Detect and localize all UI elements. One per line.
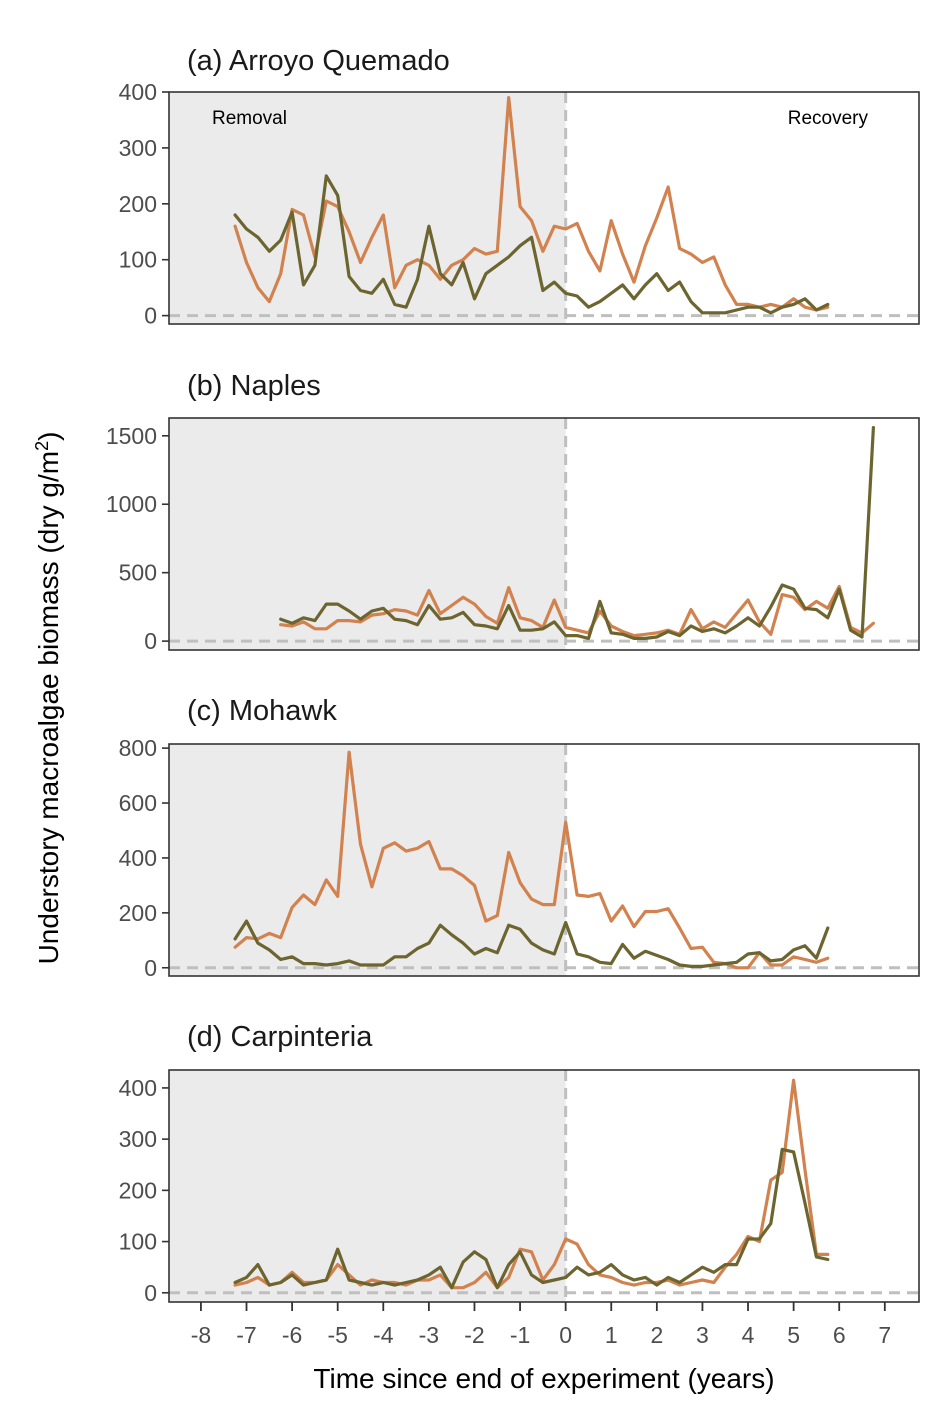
y-tick-label: 1000 [106, 491, 157, 517]
y-tick-label: 0 [144, 303, 157, 329]
x-tick-label: -6 [282, 1322, 302, 1348]
y-axis-title-text: Understory macroalgae biomass (dry g/m [33, 451, 64, 965]
y-tick-label: 100 [119, 247, 157, 273]
y-tick-label: 0 [144, 628, 157, 654]
y-tick-label: 100 [119, 1229, 157, 1255]
x-ticks: -8 -7 -6 -5 -4 -3 -2 -1 0 1 2 3 4 5 6 7 [191, 1302, 891, 1348]
x-tick-label: -5 [327, 1322, 347, 1348]
panel-border [168, 743, 920, 977]
x-tick-label: 2 [650, 1322, 663, 1348]
panel-title: (b) Naples [187, 370, 321, 402]
removal-shading [169, 1070, 566, 1302]
panel-title: (a) Arroyo Quemado [187, 45, 450, 77]
x-tick-label: -2 [464, 1322, 484, 1348]
y-tick-label: 300 [119, 135, 157, 161]
panel-b: (b) Naples 0 500 1000 1500 [106, 370, 920, 654]
x-axis: -8 -7 -6 -5 -4 -3 -2 -1 0 1 2 3 4 5 6 7 Time since end … [191, 1302, 891, 1394]
series-line-orange [233, 750, 830, 970]
panel-border [168, 1069, 920, 1303]
series-line-olive [233, 1147, 830, 1290]
x-tick-label: 6 [833, 1322, 846, 1348]
y-tick-label: 300 [119, 1126, 157, 1152]
recovery-label: Recovery [788, 108, 869, 129]
x-tick-label: 0 [559, 1322, 572, 1348]
panel-border [168, 91, 920, 325]
x-tick-label: -7 [236, 1322, 256, 1348]
panel-d: (d) Carpinteria 0 100 200 300 400 [119, 1021, 920, 1306]
series-line-olive [233, 919, 830, 969]
series-line-orange [233, 95, 830, 312]
y-tick-label: 600 [119, 790, 157, 816]
x-tick-label: 1 [605, 1322, 618, 1348]
y-tick-label: 1500 [106, 423, 157, 449]
y-tick-label: 200 [119, 1177, 157, 1203]
x-tick-label: 4 [742, 1322, 755, 1348]
y-tick-label: 800 [119, 735, 157, 761]
y-tick-label: 0 [144, 1280, 157, 1306]
y-axis-title-superscript: 2 [32, 441, 52, 451]
x-tick-label: -3 [419, 1322, 439, 1348]
series-line-orange [279, 584, 876, 638]
y-axis-title-text-end: ) [33, 432, 64, 441]
y-tick-label: 200 [119, 191, 157, 217]
x-tick-label: 5 [787, 1322, 800, 1348]
y-tick-label: 500 [119, 560, 157, 586]
x-tick-label: -1 [510, 1322, 530, 1348]
series-line-olive [233, 174, 830, 315]
y-axis-title: Understory macroalgae biomass (dry g/m2) [32, 432, 64, 965]
y-tick-label: 400 [119, 79, 157, 105]
x-tick-label: 7 [878, 1322, 891, 1348]
y-tick-label: 400 [119, 1075, 157, 1101]
series-line-olive [279, 426, 876, 641]
panel-a: (a) Arroyo Quemado 0 100 200 300 400 Removal Re… [119, 45, 920, 329]
removal-label: Removal [212, 108, 287, 129]
panel-title: (d) Carpinteria [187, 1021, 373, 1053]
y-tick-label: 0 [144, 955, 157, 981]
y-tick-label: 200 [119, 900, 157, 926]
x-axis-title: Time since end of experiment (years) [313, 1363, 774, 1394]
x-tick-label: 3 [696, 1322, 709, 1348]
y-tick-label: 400 [119, 845, 157, 871]
series-line-orange [233, 1078, 830, 1290]
panels: (a) Arroyo Quemado 0 100 200 300 400 Removal Re… [106, 45, 920, 1306]
panel-title: (c) Mohawk [187, 695, 337, 727]
panel-c: (c) Mohawk 0 200 400 600 800 [119, 695, 920, 981]
x-tick-label: -8 [191, 1322, 211, 1348]
panel-border [168, 417, 920, 651]
x-tick-label: -4 [373, 1322, 394, 1348]
